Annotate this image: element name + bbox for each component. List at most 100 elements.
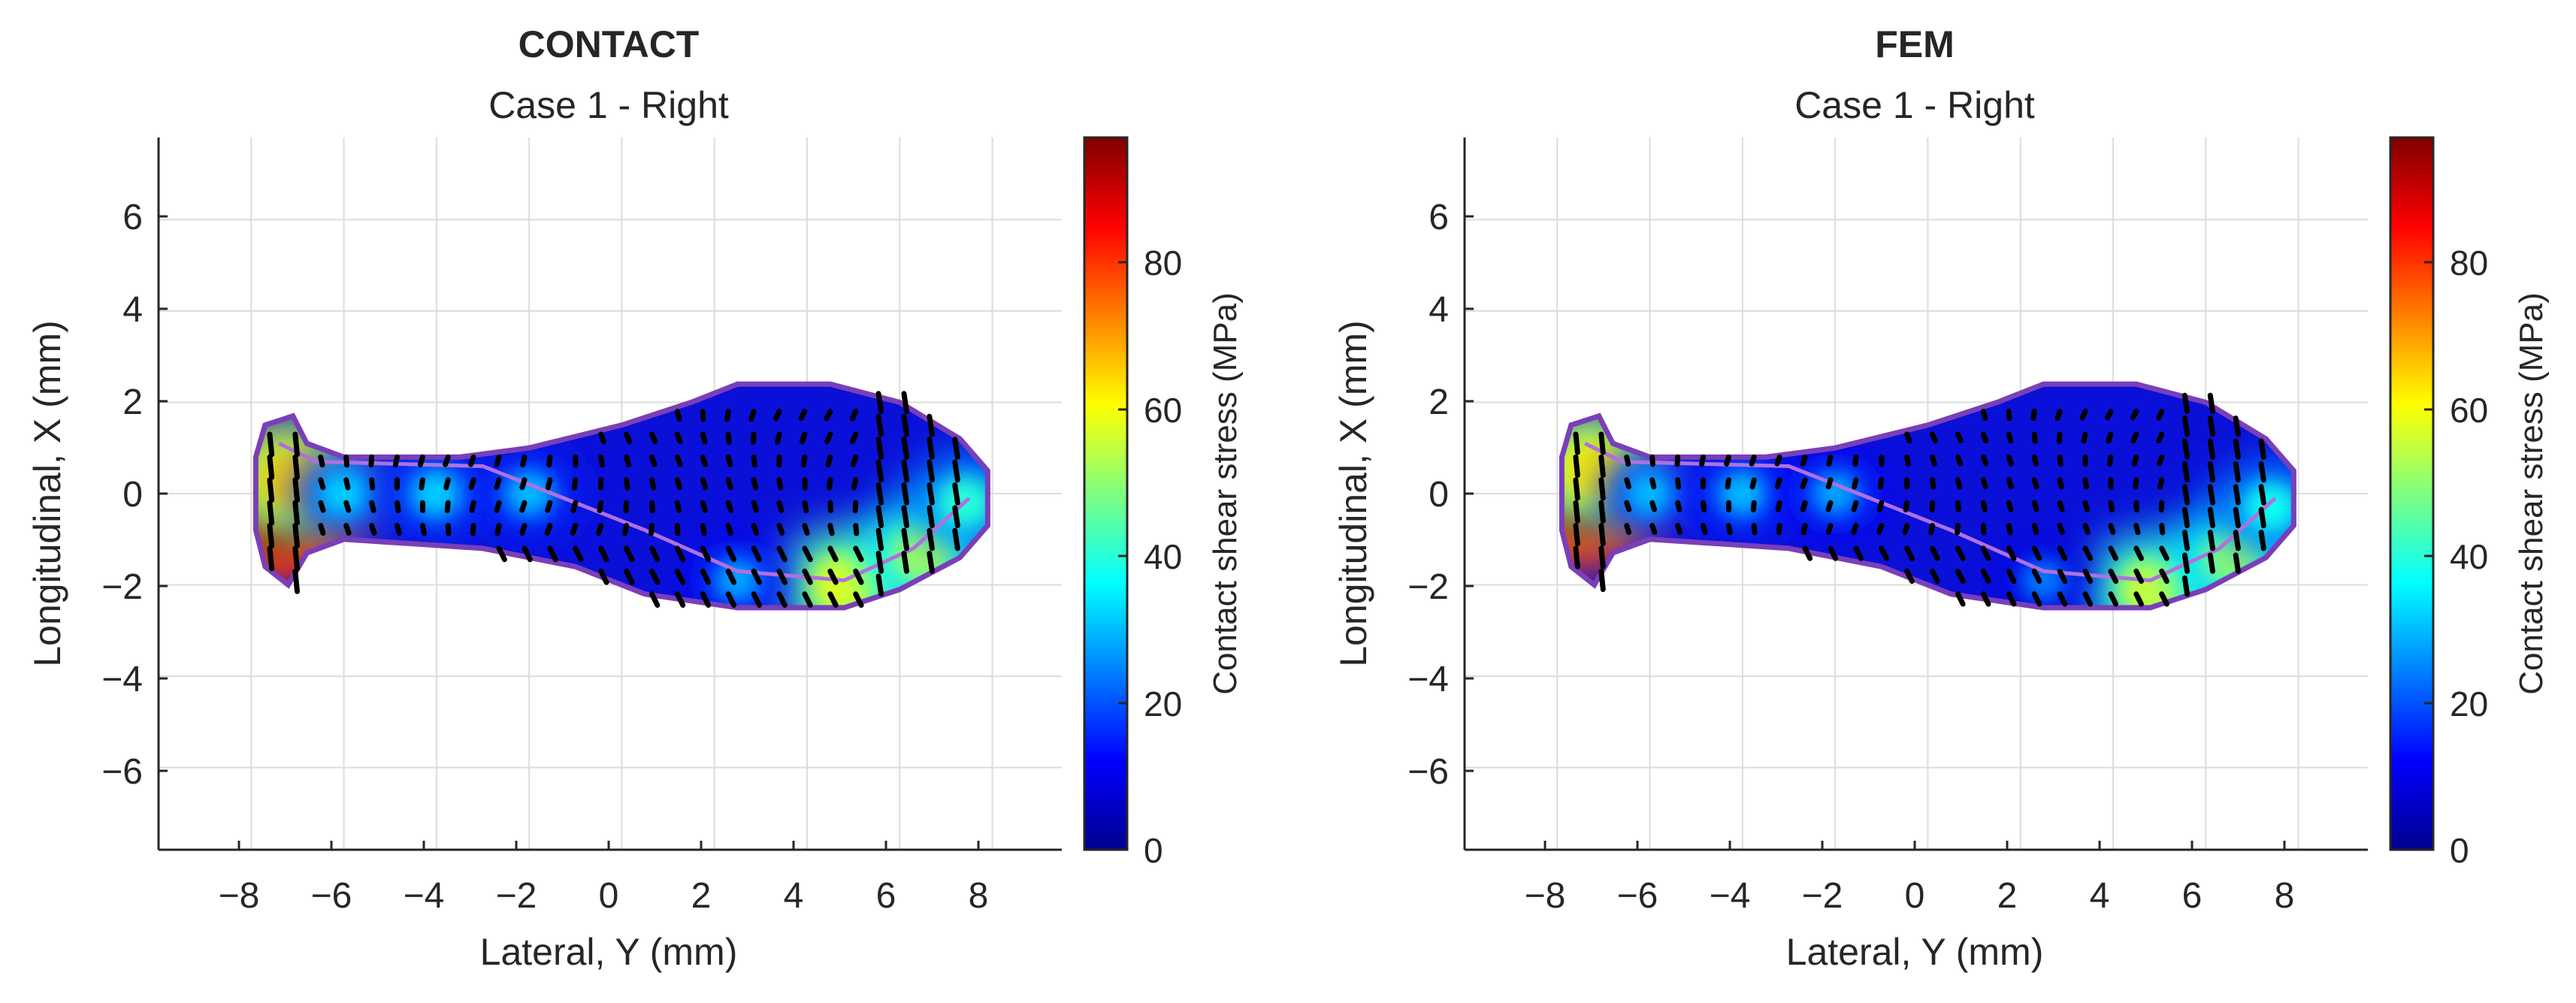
shear-arrow <box>1902 523 1910 536</box>
shear-arrow <box>1852 454 1859 467</box>
shear-arrow <box>2081 431 2088 444</box>
shear-arrow <box>1930 545 1940 561</box>
shear-arrow <box>2108 523 2116 536</box>
shear-arrow <box>2133 545 2144 561</box>
x-tick-label: 8 <box>2275 876 2295 916</box>
colorbar-label: Contact shear stress (MPa) <box>1207 292 1244 695</box>
shear-arrow <box>443 477 451 491</box>
shear-arrow <box>825 454 833 468</box>
shear-arrow <box>927 527 935 551</box>
shear-arrow <box>2031 500 2039 512</box>
shear-arrow <box>901 551 910 574</box>
shear-arrow <box>952 437 960 460</box>
shear-arrow <box>725 568 737 585</box>
shear-arrow <box>598 568 609 585</box>
y-tick-label: 4 <box>122 290 143 330</box>
shear-arrow <box>649 431 658 445</box>
shear-arrow <box>2006 500 2014 512</box>
x-tick-label: 0 <box>1905 876 1925 916</box>
shear-arrow <box>417 454 425 467</box>
shear-arrow <box>544 523 553 536</box>
shear-arrow <box>2130 409 2139 421</box>
shear-arrow <box>1675 523 1683 535</box>
shear-arrow <box>1573 454 1580 479</box>
shear-arrow <box>2159 523 2166 536</box>
shear-arrow <box>2057 523 2065 535</box>
shear-arrow <box>520 454 528 468</box>
shear-arrow <box>852 500 859 514</box>
shear-arrow <box>2207 461 2216 483</box>
y-ticks: −6 −4 −2 0 2 4 6 <box>1407 198 1474 792</box>
shear-arrow <box>343 500 352 513</box>
shear-arrow <box>2181 506 2191 529</box>
shear-arrow <box>1800 523 1808 536</box>
shear-arrow <box>1955 477 1963 490</box>
x-ticks: −8 −6 −4 −2 0 2 4 6 8 <box>219 841 988 916</box>
shear-arrow <box>394 523 402 536</box>
y-axis-label: Longitudinal, X (mm) <box>1332 320 1374 666</box>
shear-arrow <box>2207 506 2216 529</box>
shear-arrow <box>1955 454 1964 467</box>
shear-arrow <box>901 413 910 437</box>
colorbar-tick-label: 0 <box>2450 831 2469 870</box>
shear-arrow <box>1876 500 1885 512</box>
shear-arrow <box>827 523 835 536</box>
shear-arrow <box>802 568 813 585</box>
shear-arrow <box>2031 431 2038 444</box>
shear-arrow <box>2181 575 2191 597</box>
shear-arrow <box>875 459 884 483</box>
shear-arrow <box>468 454 476 467</box>
x-tick-label: 4 <box>784 876 804 916</box>
shear-arrow <box>1825 523 1834 536</box>
stress-peak <box>1810 470 1861 517</box>
shear-arrow <box>1930 568 1940 585</box>
shear-arrow <box>1573 523 1580 547</box>
chart-title: FEM <box>1875 23 1955 65</box>
shear-arrow <box>2106 431 2114 444</box>
shear-arrow <box>1980 591 1991 607</box>
shear-arrow <box>700 523 707 536</box>
panel-fem: FEM Case 1 - Right −8 −6 −4 −2 <box>1332 23 2550 973</box>
shear-arrow <box>1774 477 1782 490</box>
shear-arrow <box>751 500 759 513</box>
shear-arrow <box>2159 545 2169 561</box>
shear-arrow <box>1852 477 1859 490</box>
stress-peak <box>2019 558 2068 603</box>
y-tick-label: −4 <box>101 660 143 699</box>
shear-arrow <box>1775 500 1782 512</box>
shear-arrow <box>2159 591 2169 607</box>
shear-arrow <box>1980 500 1988 512</box>
shear-arrow <box>2082 545 2094 561</box>
shear-arrow <box>2031 454 2039 467</box>
shear-arrow <box>267 500 275 526</box>
shear-arrow <box>952 459 960 483</box>
shear-arrow <box>1800 500 1808 512</box>
shear-arrow <box>1700 523 1708 536</box>
shear-arrow <box>1598 500 1606 524</box>
shear-arrow <box>522 545 533 563</box>
shear-arrow <box>850 454 859 467</box>
shear-arrow <box>2181 552 2191 574</box>
shear-arrow <box>2156 409 2165 421</box>
shear-arrow <box>1904 545 1915 561</box>
stress-peak <box>1624 470 1676 517</box>
shear-arrow <box>1800 454 1808 467</box>
shear-arrow <box>2082 500 2090 512</box>
shear-arrow <box>725 500 733 513</box>
shear-arrow <box>598 454 605 468</box>
colorbar: 0 20 40 60 80 Contact shear stress (MPa) <box>1083 136 1244 870</box>
shear-arrow <box>624 431 633 445</box>
chart-title: CONTACT <box>519 23 700 65</box>
shear-arrow <box>1649 477 1657 490</box>
shear-arrow <box>368 454 375 468</box>
shear-arrow <box>546 454 553 468</box>
shear-arrow <box>700 477 709 491</box>
shear-arrow <box>901 482 910 506</box>
shear-arrow <box>2258 438 2266 460</box>
shear-arrow <box>2157 454 2165 467</box>
shear-arrow <box>369 477 376 491</box>
shear-arrow <box>1930 431 1938 444</box>
shear-arrow <box>802 523 810 536</box>
shear-arrow <box>2031 523 2039 536</box>
shear-arrow <box>927 413 935 437</box>
